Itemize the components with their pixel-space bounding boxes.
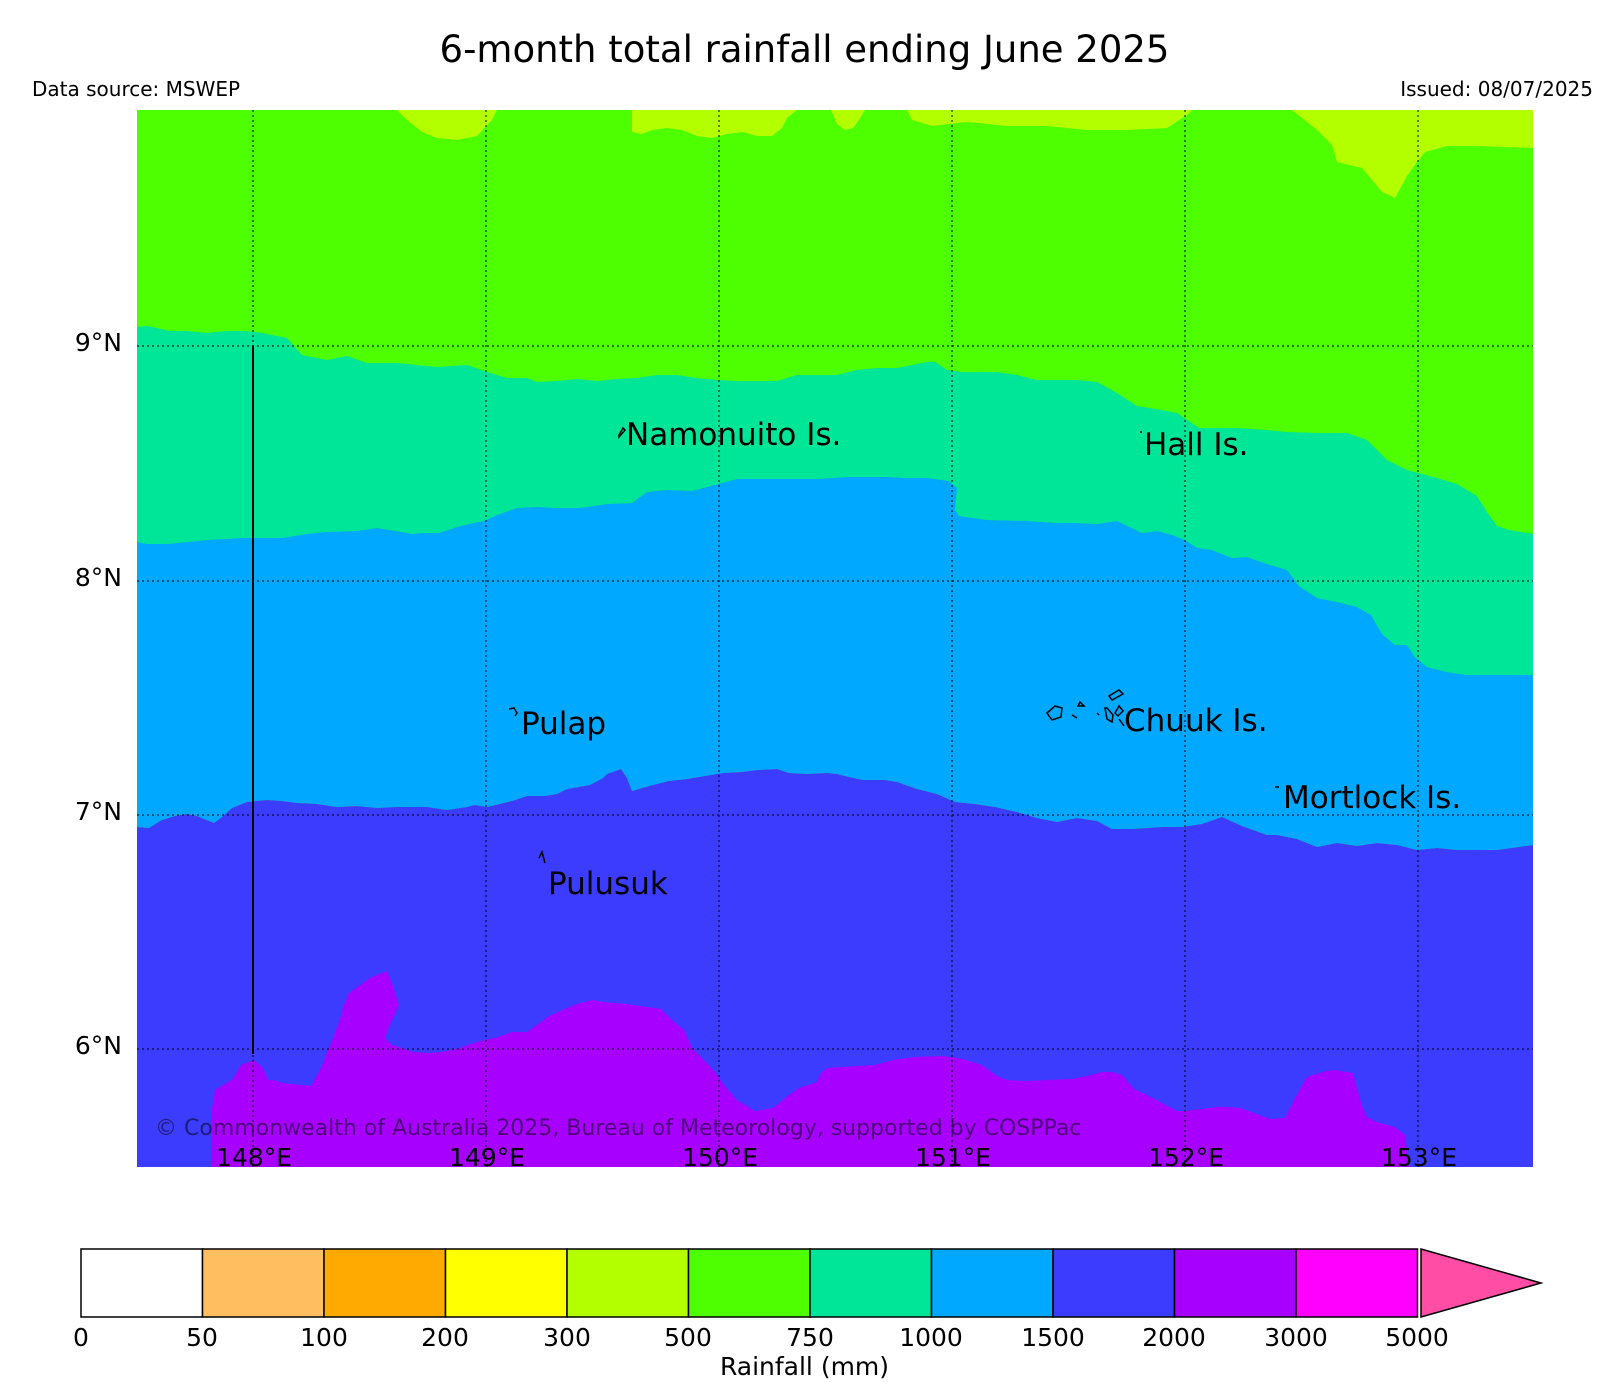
latitude-tick-7n: 7°N <box>74 797 122 826</box>
rainfall-map-svg <box>137 110 1533 1167</box>
longitude-tick-153e: 153°E <box>1380 1143 1457 1172</box>
island-outlines <box>508 426 1279 864</box>
latitude-tick-6n: 6°N <box>74 1031 122 1060</box>
legend-color-box <box>201 1248 325 1318</box>
rainfall-band-2000-3000 <box>211 971 1409 1167</box>
legend-color-box <box>566 1248 690 1318</box>
hall-label: Hall Is. <box>1144 427 1249 463</box>
chuuk-lagoon-outline <box>1045 689 1125 727</box>
legend-title: Rainfall (mm) <box>719 1352 890 1381</box>
map-title: 6-month total rainfall ending June 2025 <box>439 28 1170 71</box>
rainfall-band-300-500 <box>397 110 1533 198</box>
legend-tick-1000: 1000 <box>899 1323 963 1352</box>
legend-tick-3000: 3000 <box>1264 1323 1328 1352</box>
legend-color-boxes <box>80 1248 1419 1318</box>
latitude-tick-8n: 8°N <box>74 563 122 592</box>
legend-tick-5000: 5000 <box>1385 1323 1449 1352</box>
legend-color-box <box>1295 1248 1419 1318</box>
pulusuk-label: Pulusuk <box>548 866 668 902</box>
longitude-tick-148e: 148°E <box>215 1143 292 1172</box>
legend-extension-arrow <box>1420 1248 1544 1318</box>
longitude-tick-149e: 149°E <box>448 1143 525 1172</box>
copyright-notice: © Commonwealth of Australia 2025, Bureau… <box>155 1116 1082 1141</box>
legend-tick-100: 100 <box>300 1323 348 1352</box>
legend-tick-500: 500 <box>664 1323 712 1352</box>
legend-tick-1500: 1500 <box>1021 1323 1085 1352</box>
rainfall-band-750-1000 <box>137 326 1533 675</box>
legend-tick-50: 50 <box>186 1323 218 1352</box>
issued-date-label: Issued: 08/07/2025 <box>1400 77 1593 101</box>
pulusuk-island-outline <box>538 849 546 864</box>
legend-color-box <box>809 1248 933 1318</box>
namonuito-island-outline <box>618 426 627 440</box>
legend-color-box <box>80 1248 204 1318</box>
pulap-island-outline <box>508 707 518 717</box>
legend-color-box <box>323 1248 447 1318</box>
rainfall-map-panel: Namonuito Is. Hall Is. Pulap Chuuk Is. M… <box>137 110 1533 1167</box>
latitude-tick-9n: 9°N <box>74 328 122 357</box>
legend-color-box <box>1052 1248 1176 1318</box>
legend-tick-0: 0 <box>73 1323 89 1352</box>
legend-tick-200: 200 <box>421 1323 469 1352</box>
longitude-tick-150e: 150°E <box>681 1143 758 1172</box>
longitude-tick-151e: 151°E <box>914 1143 991 1172</box>
legend-color-box <box>1173 1248 1297 1318</box>
longitude-tick-152e: 152°E <box>1147 1143 1224 1172</box>
legend-color-box <box>444 1248 568 1318</box>
legend-tick-300: 300 <box>543 1323 591 1352</box>
legend-color-box <box>930 1248 1054 1318</box>
legend-color-box <box>687 1248 811 1318</box>
namonuito-label: Namonuito Is. <box>626 417 842 453</box>
mortlock-label: Mortlock Is. <box>1283 780 1462 816</box>
chuuk-label: Chuuk Is. <box>1124 703 1268 739</box>
legend-tick-750: 750 <box>786 1323 834 1352</box>
data-source-label: Data source: MSWEP <box>32 77 241 101</box>
pulap-label: Pulap <box>521 706 607 742</box>
map-graticule <box>137 110 1533 1167</box>
legend-tick-2000: 2000 <box>1142 1323 1206 1352</box>
